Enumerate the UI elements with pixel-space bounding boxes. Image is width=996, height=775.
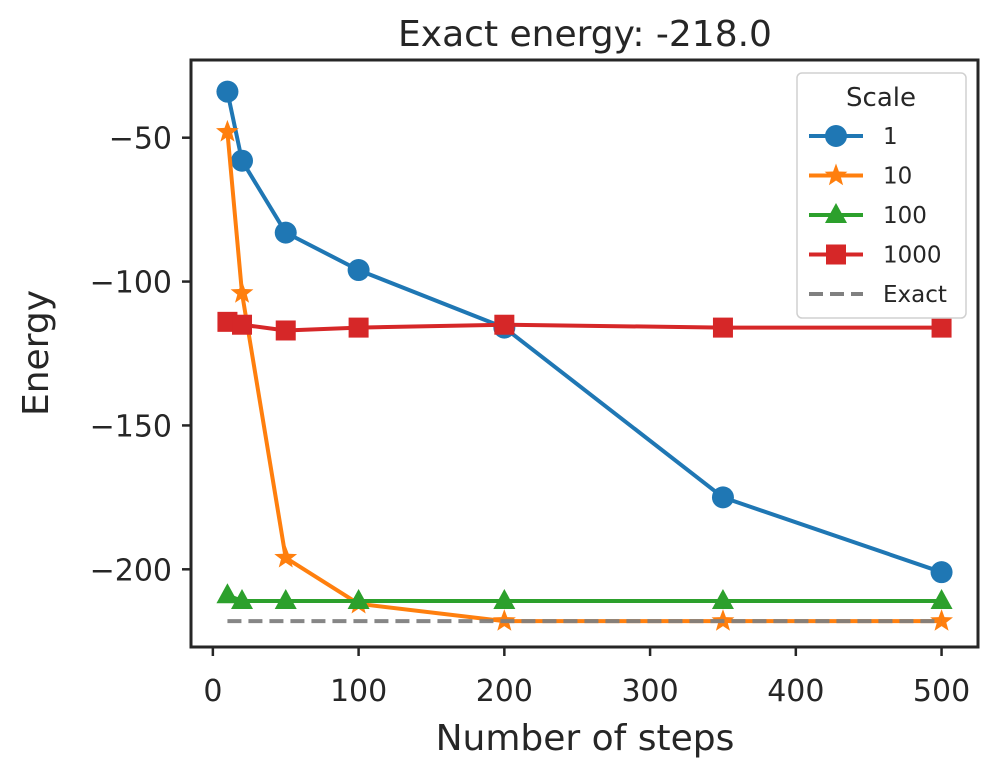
legend-entry-1000: 1000 <box>809 243 942 269</box>
y-tick-label: −100 <box>90 266 172 301</box>
data-point-10 <box>274 545 298 568</box>
x-tick-label: 300 <box>621 674 678 709</box>
data-point-100 <box>493 588 516 609</box>
data-point-10 <box>230 281 254 303</box>
data-point-1000 <box>494 314 515 335</box>
data-point-1000 <box>348 317 369 338</box>
y-axis-label: Energy <box>16 290 57 416</box>
data-point-100 <box>930 588 953 609</box>
legend: Scale 1 10 100 1000 Exact <box>796 72 967 319</box>
y-tick-label: −150 <box>90 409 172 444</box>
data-point-100 <box>274 588 297 609</box>
legend-title: Scale <box>846 83 916 113</box>
data-point-1000 <box>232 314 253 335</box>
axis-ticks: 0 100 200 300 400 500 −50 −100 −150 −200 <box>90 122 971 709</box>
x-tick-label: 200 <box>476 674 533 709</box>
legend-entry-10: 10 <box>809 163 912 190</box>
legend-label: 10 <box>883 164 912 190</box>
legend-label: Exact <box>883 282 947 308</box>
legend-entry-exact: Exact <box>809 282 947 308</box>
x-tick-label: 0 <box>203 674 222 709</box>
x-tick-label: 500 <box>913 674 970 709</box>
x-tick-label: 400 <box>767 674 824 709</box>
legend-marker <box>825 203 847 223</box>
data-point-100 <box>347 588 370 609</box>
data-point-1 <box>711 486 734 509</box>
legend-marker <box>824 163 848 186</box>
y-tick-label: −50 <box>109 122 172 157</box>
data-point-1 <box>347 259 370 282</box>
data-point-10 <box>216 119 239 142</box>
data-point-1 <box>930 561 953 584</box>
data-point-1 <box>231 149 254 172</box>
data-point-100 <box>711 588 734 609</box>
legend-marker <box>825 125 847 147</box>
legend-label: 100 <box>883 203 927 229</box>
data-point-100 <box>216 583 239 604</box>
data-point-1 <box>274 221 297 244</box>
legend-entry-100: 100 <box>809 203 927 229</box>
x-axis-label: Number of steps <box>436 718 735 759</box>
data-point-1000 <box>275 320 296 341</box>
legend-label: 1000 <box>883 243 942 269</box>
y-tick-label: −200 <box>90 553 172 588</box>
data-point-1000 <box>712 317 733 338</box>
series-100 <box>216 583 953 609</box>
x-tick-label: 100 <box>330 674 387 709</box>
series-1000 <box>217 311 952 341</box>
plot-series <box>216 80 953 631</box>
legend-entries: 1 10 100 1000 Exact <box>809 124 947 308</box>
plot-frame <box>189 58 980 649</box>
legend-entry-1: 1 <box>809 124 898 150</box>
data-point-100 <box>231 588 254 609</box>
data-point-1 <box>216 80 239 103</box>
data-point-1000 <box>931 317 952 338</box>
data-point-10 <box>930 609 953 631</box>
legend-marker <box>826 244 846 265</box>
legend-label: 1 <box>883 124 898 150</box>
chart-title: Exact energy: -218.0 <box>398 14 772 55</box>
